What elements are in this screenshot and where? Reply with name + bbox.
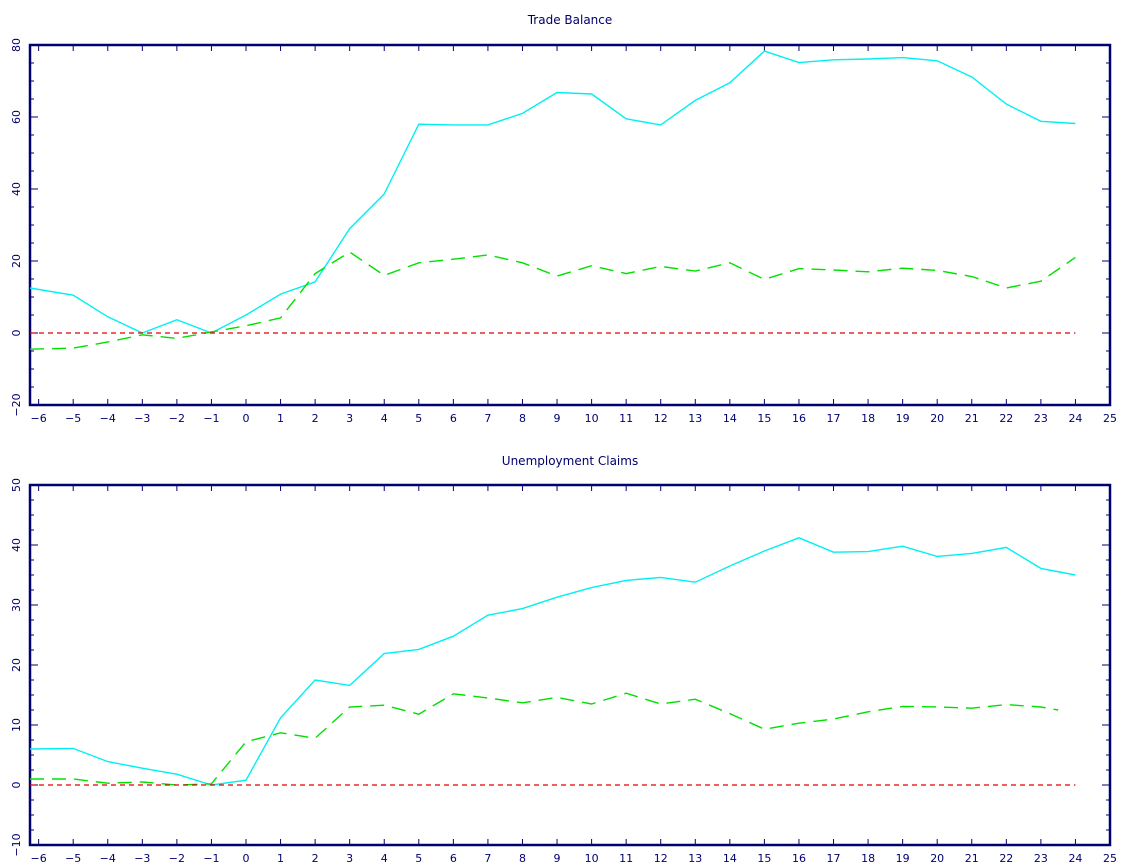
x-tick-label: 22 — [999, 852, 1013, 865]
x-tick-label: 17 — [827, 852, 841, 865]
x-tick-label: 17 — [827, 412, 841, 425]
x-tick-label: 4 — [381, 412, 388, 425]
x-tick-label: 5 — [415, 412, 422, 425]
x-tick-label: 14 — [723, 852, 737, 865]
y-tick-label: 40 — [10, 538, 23, 552]
y-tick-label: 50 — [10, 478, 23, 492]
x-tick-label: 11 — [619, 852, 633, 865]
x-tick-label: 2 — [312, 412, 319, 425]
x-tick-label: 0 — [243, 852, 250, 865]
x-tick-label: 21 — [965, 852, 979, 865]
series-line-dashed — [29, 251, 1076, 350]
x-tick-label: 9 — [554, 852, 561, 865]
x-tick-label: −4 — [100, 412, 116, 425]
x-tick-label: 13 — [688, 412, 702, 425]
y-tick-label: 10 — [10, 718, 23, 732]
x-tick-label: 18 — [861, 412, 875, 425]
x-tick-label: 15 — [757, 852, 771, 865]
x-tick-label: 19 — [896, 412, 910, 425]
x-tick-label: 10 — [585, 852, 599, 865]
y-tick-label: 30 — [10, 598, 23, 612]
x-tick-label: 1 — [277, 412, 284, 425]
x-tick-label: 6 — [450, 852, 457, 865]
x-tick-label: 12 — [654, 412, 668, 425]
y-tick-label: 0 — [10, 330, 23, 337]
y-axis: −10 0 10 20 30 40 50 — [10, 478, 1110, 857]
x-tick-label: 18 — [861, 852, 875, 865]
x-axis: −6 −5 −4 −3 −2 −1 0 1 2 3 4 5 6 7 8 9 10 11 12 13 14 15 16 17 18… — [31, 45, 1117, 425]
x-tick-label: 24 — [1068, 852, 1082, 865]
x-tick-label: −2 — [169, 852, 185, 865]
x-tick-label: −5 — [65, 852, 81, 865]
y-tick-label: −10 — [10, 833, 23, 856]
x-tick-label: 1 — [277, 852, 284, 865]
y-tick-label: 20 — [10, 658, 23, 672]
x-tick-label: 7 — [484, 412, 491, 425]
x-tick-label: −5 — [65, 412, 81, 425]
y-tick-label: 40 — [10, 182, 23, 196]
trade-balance-chart: Trade Balance −6 −5 −4 −3 −2 −1 0 1 2 3 4 5 6 7 8 9 10 11… — [10, 13, 1117, 425]
x-tick-label: 24 — [1068, 412, 1082, 425]
chart-title: Unemployment Claims — [502, 454, 638, 468]
plot-lines — [29, 50, 1076, 350]
x-tick-label: 23 — [1034, 852, 1048, 865]
x-tick-label: 11 — [619, 412, 633, 425]
x-tick-label: −1 — [203, 412, 219, 425]
x-tick-label: 8 — [519, 412, 526, 425]
x-tick-label: 6 — [450, 412, 457, 425]
plot-lines — [29, 537, 1076, 786]
y-tick-label: 20 — [10, 254, 23, 268]
unemployment-claims-chart: Unemployment Claims −6 −5 −4 −3 −2 −1 0 1 2 3 4 5 6 7… — [10, 454, 1117, 865]
x-tick-label: 3 — [346, 412, 353, 425]
x-tick-label: 19 — [896, 852, 910, 865]
plot-frame — [28, 483, 1112, 847]
x-tick-label: 23 — [1034, 412, 1048, 425]
chart-title: Trade Balance — [527, 13, 613, 27]
x-tick-label: 5 — [415, 852, 422, 865]
x-tick-label: 25 — [1103, 412, 1117, 425]
series-line-solid — [29, 537, 1076, 786]
x-tick-label: 10 — [585, 412, 599, 425]
series-line-dashed — [30, 692, 1059, 786]
y-tick-label: 80 — [10, 38, 23, 52]
x-tick-label: 0 — [243, 412, 250, 425]
x-tick-label: −1 — [203, 852, 219, 865]
y-axis: −20 0 20 40 60 80 — [10, 38, 1110, 417]
x-tick-label: −3 — [134, 412, 150, 425]
x-tick-label: −3 — [134, 852, 150, 865]
x-tick-label: 9 — [554, 412, 561, 425]
x-tick-label: 22 — [999, 412, 1013, 425]
x-tick-label: 3 — [346, 852, 353, 865]
x-tick-label: 21 — [965, 412, 979, 425]
x-axis: −6 −5 −4 −3 −2 −1 0 1 2 3 4 5 6 7 8 9 10 11 12 13 14 15 16 17 18… — [31, 485, 1117, 865]
y-tick-label: 0 — [10, 782, 23, 789]
y-tick-label: 60 — [10, 110, 23, 124]
x-tick-label: 16 — [792, 852, 806, 865]
x-tick-label: 25 — [1103, 852, 1117, 865]
y-tick-label: −20 — [10, 393, 23, 416]
x-tick-label: 7 — [484, 852, 491, 865]
x-tick-label: −6 — [31, 412, 47, 425]
x-tick-label: −4 — [100, 852, 116, 865]
series-line-solid — [29, 50, 1076, 334]
x-tick-label: 12 — [654, 852, 668, 865]
plot-frame — [28, 43, 1112, 407]
x-tick-label: −2 — [169, 412, 185, 425]
x-tick-label: −6 — [31, 852, 47, 865]
x-tick-label: 14 — [723, 412, 737, 425]
x-tick-label: 20 — [930, 412, 944, 425]
x-tick-label: 20 — [930, 852, 944, 865]
x-tick-label: 13 — [688, 852, 702, 865]
x-tick-label: 15 — [757, 412, 771, 425]
x-tick-label: 2 — [312, 852, 319, 865]
x-tick-label: 4 — [381, 852, 388, 865]
x-tick-label: 16 — [792, 412, 806, 425]
x-tick-label: 8 — [519, 852, 526, 865]
